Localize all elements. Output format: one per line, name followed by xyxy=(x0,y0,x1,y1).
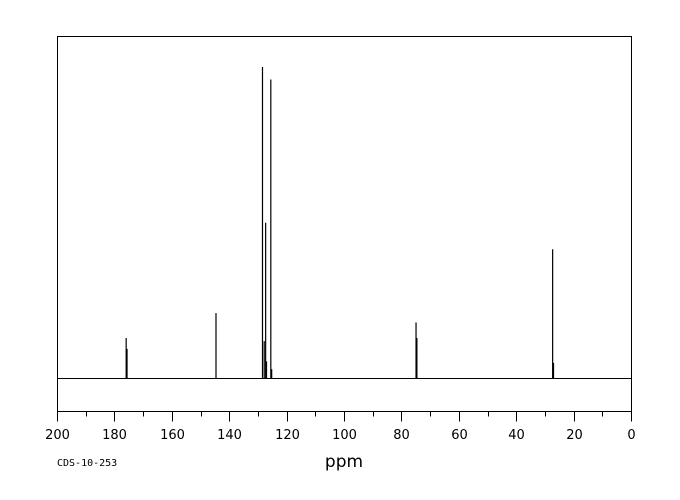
x-tick-label: 140 xyxy=(217,428,242,443)
sample-id-label: CDS-10-253 xyxy=(57,458,117,469)
x-tick-label: 180 xyxy=(102,428,127,443)
spectrum-peaks xyxy=(125,67,555,379)
x-tick-label: 100 xyxy=(332,428,357,443)
x-axis-tick-labels: 200 180 160 140 120 100 80 60 40 20 0 xyxy=(45,428,636,443)
x-tick-label: 60 xyxy=(451,428,468,443)
x-axis-ticks xyxy=(57,411,632,422)
x-tick-label: 120 xyxy=(275,428,300,443)
x-tick-label: 0 xyxy=(627,428,635,443)
x-tick-label: 20 xyxy=(566,428,583,443)
x-tick-label: 200 xyxy=(45,428,70,443)
x-tick-label: 80 xyxy=(393,428,410,443)
x-tick-label: 160 xyxy=(160,428,185,443)
x-tick-label: 40 xyxy=(508,428,525,443)
plot-frame xyxy=(57,36,632,412)
x-axis-title: ppm xyxy=(325,452,363,472)
